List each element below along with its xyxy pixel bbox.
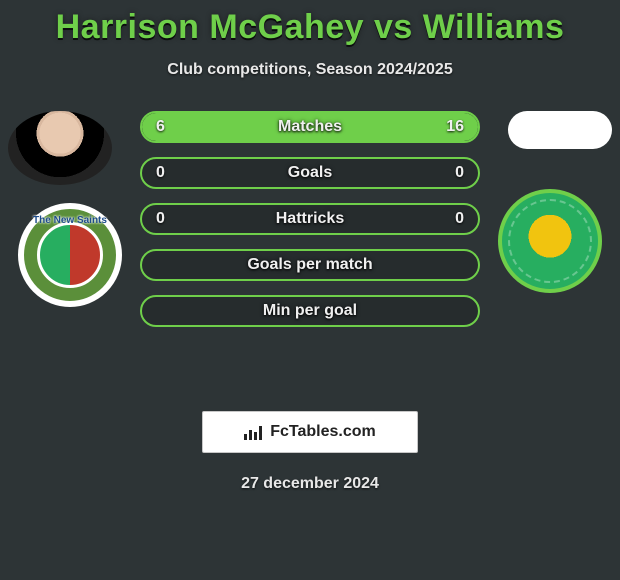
comparison-card: Harrison McGahey vs Williams Club compet… bbox=[0, 0, 620, 493]
stat-value-left: 0 bbox=[156, 205, 165, 233]
stat-bar: Min per goal bbox=[140, 295, 480, 327]
player1-club-badge: The New Saints bbox=[18, 203, 122, 307]
player2-photo bbox=[508, 111, 612, 149]
stat-label: Min per goal bbox=[142, 297, 478, 325]
snapshot-date: 27 december 2024 bbox=[0, 475, 620, 493]
page-title: Harrison McGahey vs Williams bbox=[0, 8, 620, 47]
stat-value-right: 0 bbox=[455, 205, 464, 233]
stat-bar: 0 0Goals bbox=[140, 157, 480, 189]
chart-icon bbox=[244, 424, 264, 440]
stat-value-right: 0 bbox=[455, 159, 464, 187]
stat-value-left: 0 bbox=[156, 159, 165, 187]
stat-value-right: 16 bbox=[446, 113, 464, 141]
stat-bar: 616Matches bbox=[140, 111, 480, 143]
stat-label: Hattricks bbox=[142, 205, 478, 233]
brand-attribution[interactable]: FcTables.com bbox=[202, 411, 418, 453]
stat-bar: Goals per match bbox=[140, 249, 480, 281]
stat-value-left: 6 bbox=[156, 113, 165, 141]
brand-text: FcTables.com bbox=[270, 423, 376, 441]
comparison-arena: The New Saints 616Matches00Goals00Hattri… bbox=[0, 111, 620, 371]
stat-bar-fill-right bbox=[233, 113, 478, 141]
stat-bars: 616Matches00Goals00HattricksGoals per ma… bbox=[140, 111, 480, 341]
player1-club-label: The New Saints bbox=[24, 215, 116, 226]
stat-bar: 0 0Hattricks bbox=[140, 203, 480, 235]
stat-label: Goals bbox=[142, 159, 478, 187]
player2-club-badge bbox=[498, 189, 602, 293]
subtitle: Club competitions, Season 2024/2025 bbox=[0, 61, 620, 79]
stat-label: Goals per match bbox=[142, 251, 478, 279]
player1-photo bbox=[8, 111, 112, 185]
